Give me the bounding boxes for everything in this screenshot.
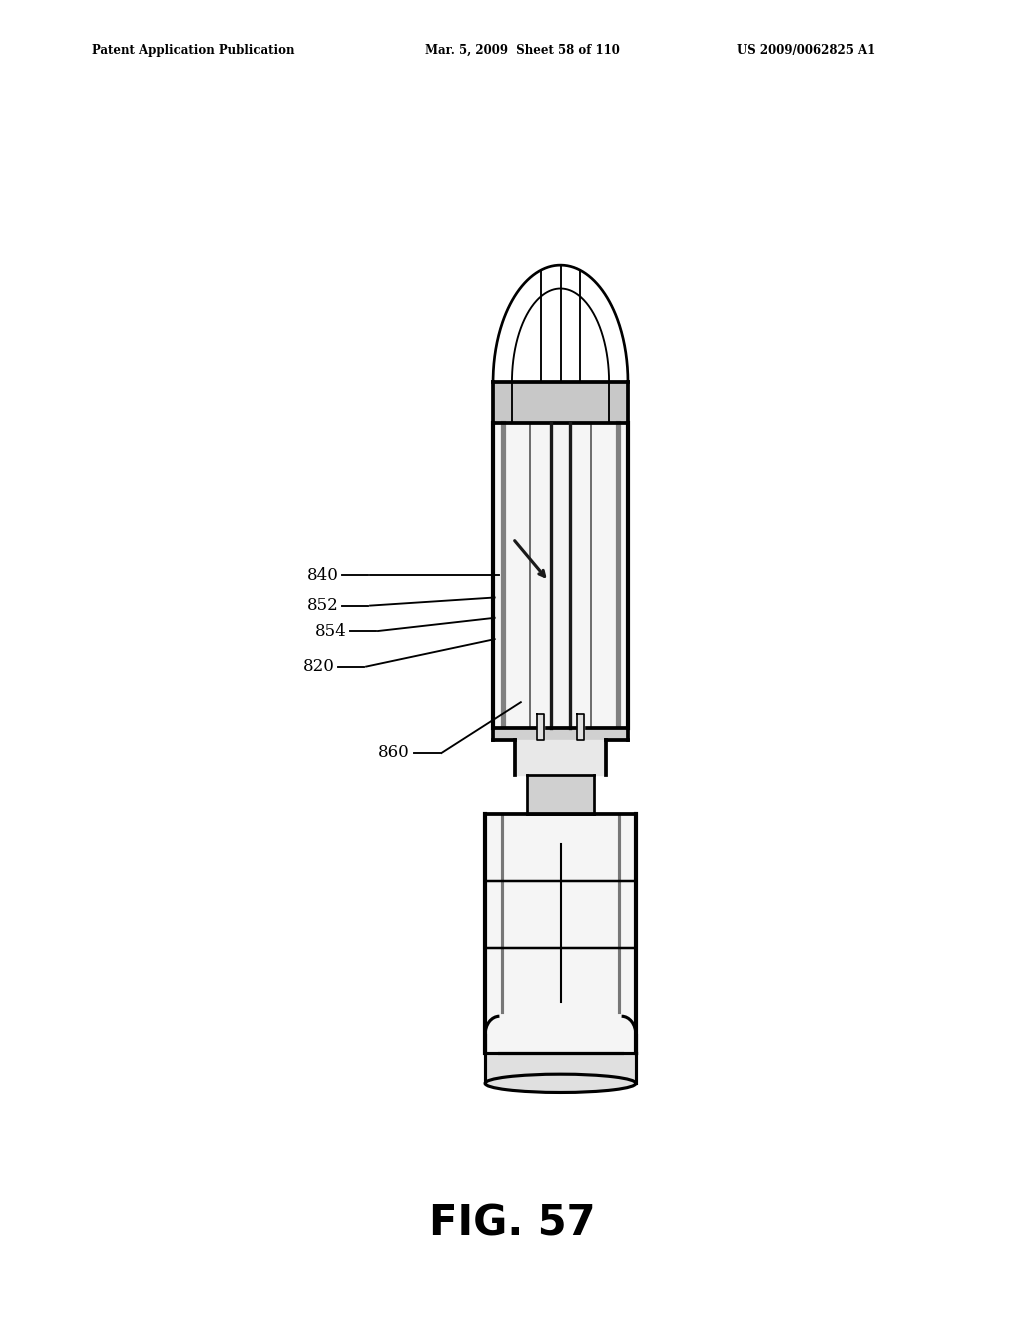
Polygon shape — [485, 1053, 636, 1084]
Text: Patent Application Publication: Patent Application Publication — [92, 44, 295, 57]
Polygon shape — [577, 714, 584, 739]
Polygon shape — [515, 739, 606, 775]
Polygon shape — [494, 727, 628, 739]
Text: Mar. 5, 2009  Sheet 58 of 110: Mar. 5, 2009 Sheet 58 of 110 — [425, 44, 620, 57]
Polygon shape — [527, 775, 594, 814]
Polygon shape — [494, 422, 628, 727]
Text: 820: 820 — [302, 659, 334, 675]
Text: US 2009/0062825 A1: US 2009/0062825 A1 — [737, 44, 876, 57]
Text: FIG. 57: FIG. 57 — [429, 1203, 595, 1245]
Text: 860: 860 — [378, 744, 410, 762]
Polygon shape — [494, 381, 628, 422]
Polygon shape — [485, 814, 636, 1053]
Text: 840: 840 — [306, 566, 338, 583]
Text: 852: 852 — [306, 597, 338, 614]
Ellipse shape — [485, 1074, 636, 1093]
Polygon shape — [538, 714, 544, 739]
Text: 854: 854 — [314, 623, 346, 639]
